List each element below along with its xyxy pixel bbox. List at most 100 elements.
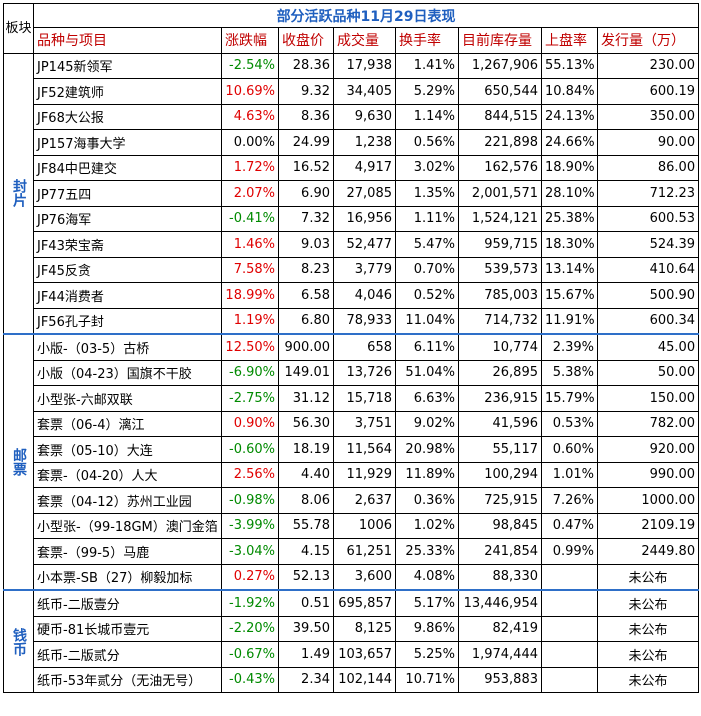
item-name: 小型张-六邮双联 [33, 385, 222, 412]
table-row: JF43荣宝斋 1.46% 9.03 52,477 5.47% 959,715 18.30%… [4, 231, 700, 258]
issue-cell: 600.53 [596, 205, 700, 232]
close-cell: 0.51 [278, 589, 334, 617]
close-cell: 18.19 [278, 436, 334, 463]
item-name: JF43荣宝斋 [33, 231, 222, 258]
turnover-cell: 10.71% [395, 666, 459, 693]
issue-cell: 524.39 [596, 231, 700, 258]
stock-cell: 953,883 [458, 666, 542, 693]
item-name: 纸币-二版壹分 [33, 589, 222, 617]
turnover-cell: 0.52% [395, 282, 459, 309]
change-cell: 0.90% [221, 410, 279, 437]
listing-rate-cell: 0.47% [541, 512, 598, 539]
stock-cell: 26,895 [458, 359, 542, 386]
issue-cell: 350.00 [596, 103, 700, 130]
stock-cell: 88,330 [458, 563, 542, 591]
volume-cell: 4,046 [333, 282, 396, 309]
volume-cell: 11,929 [333, 461, 396, 488]
table-row: JF52建筑师 10.69% 9.32 34,405 5.29% 650,544 10.84… [4, 78, 700, 105]
listing-rate-cell: 5.38% [541, 359, 598, 386]
change-cell: -6.90% [221, 359, 279, 386]
table-row: JP76海军 -0.41% 7.32 16,956 1.11% 1,524,121 25.3… [4, 205, 700, 232]
issue-cell: 未公布 [596, 641, 700, 668]
table-row: JP157海事大学 0.00% 24.99 1,238 0.56% 221,898 24.6… [4, 129, 700, 156]
stock-cell: 55,117 [458, 436, 542, 463]
header-row: 品种与项目 涨跌幅 收盘价 成交量 换手率 目前库存量 上盘率 发行量（万） [4, 27, 700, 54]
stock-cell: 1,524,121 [458, 205, 542, 232]
issue-cell: 782.00 [596, 410, 700, 437]
volume-cell: 52,477 [333, 231, 396, 258]
listing-rate-cell: 28.10% [541, 180, 598, 207]
close-cell: 8.36 [278, 103, 334, 130]
close-cell: 39.50 [278, 615, 334, 642]
turnover-cell: 4.08% [395, 563, 459, 591]
volume-cell: 27,085 [333, 180, 396, 207]
listing-rate-cell: 18.90% [541, 154, 598, 181]
volume-cell: 1006 [333, 512, 396, 539]
volume-cell: 103,657 [333, 641, 396, 668]
corner-label: 板块 [3, 3, 34, 54]
close-cell: 7.32 [278, 205, 334, 232]
volume-cell: 4,917 [333, 154, 396, 181]
change-cell: 1.19% [221, 307, 279, 335]
turnover-cell: 1.11% [395, 205, 459, 232]
listing-rate-cell: 0.53% [541, 410, 598, 437]
close-cell: 4.15 [278, 538, 334, 565]
change-cell: -1.92% [221, 589, 279, 617]
table-row: 小型张-（99-18GM）澳门金箔 -3.99% 55.78 1006 1.02% 98,… [4, 512, 700, 539]
volume-cell: 2,637 [333, 487, 396, 514]
close-cell: 8.06 [278, 487, 334, 514]
header-close: 收盘价 [278, 27, 334, 54]
turnover-cell: 5.47% [395, 231, 459, 258]
stock-cell: 221,898 [458, 129, 542, 156]
volume-cell: 16,956 [333, 205, 396, 232]
stock-cell: 100,294 [458, 461, 542, 488]
change-cell: -0.41% [221, 205, 279, 232]
stock-cell: 10,774 [458, 333, 542, 361]
turnover-cell: 1.41% [395, 52, 459, 79]
stock-cell: 41,596 [458, 410, 542, 437]
change-cell: 18.99% [221, 282, 279, 309]
listing-rate-cell: 13.14% [541, 256, 598, 283]
listing-rate-cell: 0.60% [541, 436, 598, 463]
stock-cell: 2,001,571 [458, 180, 542, 207]
listing-rate-cell [541, 563, 598, 591]
item-name: 套票-（99-5）马鹿 [33, 538, 222, 565]
stock-cell: 13,446,954 [458, 589, 542, 617]
table-row: 套票-（04-20）人大 2.56% 4.40 11,929 11.89% 100,294… [4, 461, 700, 488]
turnover-cell: 9.86% [395, 615, 459, 642]
header-name: 品种与项目 [33, 27, 222, 54]
category-label: 封片 [3, 52, 34, 335]
item-name: 套票-（04-20）人大 [33, 461, 222, 488]
item-name: JP76海军 [33, 205, 222, 232]
header-change: 涨跌幅 [221, 27, 279, 54]
change-cell: -3.99% [221, 512, 279, 539]
issue-cell: 600.34 [596, 307, 700, 335]
stock-cell: 1,974,444 [458, 641, 542, 668]
listing-rate-cell: 18.30% [541, 231, 598, 258]
listing-rate-cell: 25.38% [541, 205, 598, 232]
turnover-cell: 1.02% [395, 512, 459, 539]
close-cell: 4.40 [278, 461, 334, 488]
stock-cell: 714,732 [458, 307, 542, 335]
turnover-cell: 9.02% [395, 410, 459, 437]
category-label: 邮票 [3, 333, 34, 591]
issue-cell: 410.64 [596, 256, 700, 283]
close-cell: 9.03 [278, 231, 334, 258]
close-cell: 9.32 [278, 78, 334, 105]
change-cell: -0.60% [221, 436, 279, 463]
table-row: 套票（04-12）苏州工业园 -0.98% 8.06 2,637 0.36% 725,91… [4, 487, 700, 514]
item-name: 硬币-81长城币壹元 [33, 615, 222, 642]
change-cell: -3.04% [221, 538, 279, 565]
turnover-cell: 5.29% [395, 78, 459, 105]
volume-cell: 78,933 [333, 307, 396, 335]
listing-rate-cell: 24.13% [541, 103, 598, 130]
close-cell: 31.12 [278, 385, 334, 412]
change-cell: -0.67% [221, 641, 279, 668]
listing-rate-cell [541, 641, 598, 668]
header-turnover: 换手率 [395, 27, 459, 54]
item-name: 套票（04-12）苏州工业园 [33, 487, 222, 514]
issue-cell: 未公布 [596, 615, 700, 642]
listing-rate-cell: 24.66% [541, 129, 598, 156]
listing-rate-cell [541, 666, 598, 693]
turnover-cell: 5.17% [395, 589, 459, 617]
